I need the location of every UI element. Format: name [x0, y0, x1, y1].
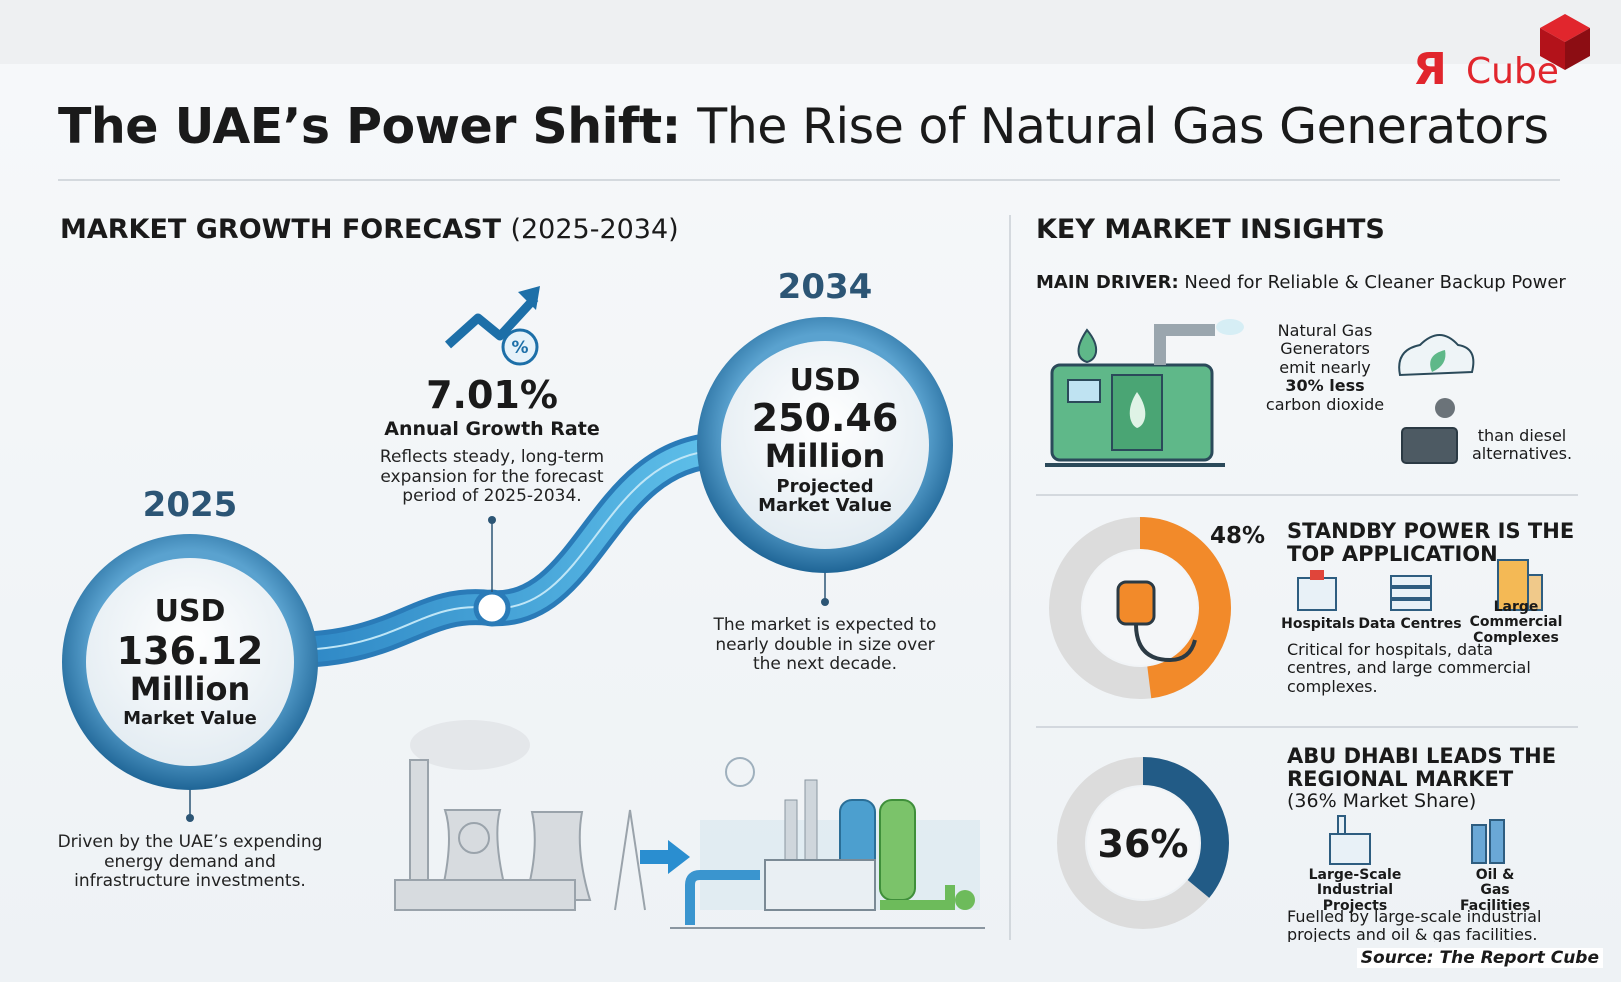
standby-use: Large Commercial Complexes — [1469, 599, 1563, 646]
percent-badge — [501, 328, 539, 366]
end-label: Projected Market Value — [758, 476, 892, 516]
start-label: Market Value — [123, 708, 257, 729]
application-icons — [1297, 559, 1543, 865]
connector-dot — [488, 516, 496, 524]
title-bold: The UAE’s Power Shift: — [58, 98, 681, 155]
growth-note: Reflects steady, long-term expansion for… — [379, 447, 605, 507]
start-unit: Million — [129, 670, 251, 708]
abudhabi-note: Fuelled by large-scale industrial projec… — [1287, 908, 1542, 942]
title-rest: The Rise of Natural Gas Generators — [697, 98, 1549, 155]
section-heading: MARKET GROWTH FORECAST (2025-2034) — [60, 214, 679, 245]
start-currency: USD — [154, 594, 226, 629]
connector-dot — [186, 814, 194, 822]
growth-rate: 7.01% — [426, 373, 558, 417]
generator-illustration — [1045, 319, 1475, 467]
plug-cable — [1134, 623, 1197, 663]
end-year: 2034 — [777, 267, 873, 307]
start-note: Driven by the UAE’s expending energy dem… — [57, 832, 323, 892]
abudhabi-share-label: 36% — [1097, 822, 1189, 866]
standby-use: Data Centres — [1358, 616, 1462, 632]
forecast-heading: MARKET GROWTH FORECAST — [60, 214, 502, 245]
emission-text3: than diesel alternatives. — [1471, 426, 1573, 464]
title: The UAE’s Power Shift: The Rise of Natur… — [58, 98, 1549, 155]
abudhabi-title: ABU DHABI LEADS THE REGIONAL MARKET — [1287, 744, 1557, 792]
emission-text1: Natural Gas Generators emit nearly — [1277, 321, 1373, 377]
emission-bold: 30% less — [1285, 376, 1365, 396]
standby-note: Critical for hospitals, data centres, an… — [1287, 640, 1531, 696]
logo-mark: Я — [1413, 44, 1447, 95]
source: Source: The Report Cube — [1356, 948, 1603, 968]
standby-use: Hospitals — [1281, 616, 1355, 632]
donut-segment — [1057, 757, 1229, 929]
emission-text: Natural Gas Generators emit nearly 30% l… — [1260, 321, 1390, 414]
old-plant-illustration — [394, 720, 646, 911]
growth-arrow-head — [518, 286, 540, 310]
new-plant-illustration — [670, 757, 985, 929]
value-circle-inner — [721, 341, 929, 549]
driver: MAIN DRIVER: Need for Reliable & Cleaner… — [1036, 272, 1566, 293]
abudhabi-use: Oil & Gas Facilities — [1460, 867, 1531, 914]
path-node — [473, 589, 511, 627]
start-year: 2025 — [142, 485, 238, 525]
standby-title: STANDBY POWER IS THE TOP APPLICATION — [1287, 519, 1575, 567]
transition-arrow — [640, 840, 690, 874]
forecast-period: (2025-2034) — [510, 214, 679, 245]
logo-text: Cube — [1466, 51, 1559, 92]
connector-dot — [821, 598, 829, 606]
abudhabi-use: Large-Scale Industrial Projects — [1308, 867, 1402, 914]
end-unit: Million — [764, 437, 886, 475]
value-circle-inner — [86, 558, 294, 766]
standby-share-label: 48% — [1210, 523, 1266, 549]
abudhabi-subtitle: (36% Market Share) — [1287, 790, 1477, 812]
end-currency: USD — [789, 363, 861, 398]
growth-label: Annual Growth Rate — [384, 418, 600, 440]
donut-segment — [1049, 517, 1231, 699]
emission-text2: carbon dioxide — [1265, 394, 1385, 414]
percent-icon: % — [511, 338, 528, 358]
start-value: 136.12 — [116, 629, 264, 673]
logo-cube — [1540, 14, 1590, 70]
end-value: 250.46 — [751, 396, 899, 440]
driver-label: MAIN DRIVER: — [1036, 272, 1179, 293]
driver-text: Need for Reliable & Cleaner Backup Power — [1184, 272, 1566, 293]
end-note: The market is expected to nearly double … — [713, 615, 937, 675]
insights-heading: KEY MARKET INSIGHTS — [1036, 214, 1385, 245]
plug-icon — [1116, 580, 1156, 626]
growth-arrow — [444, 294, 539, 349]
donut-center — [1087, 787, 1199, 899]
